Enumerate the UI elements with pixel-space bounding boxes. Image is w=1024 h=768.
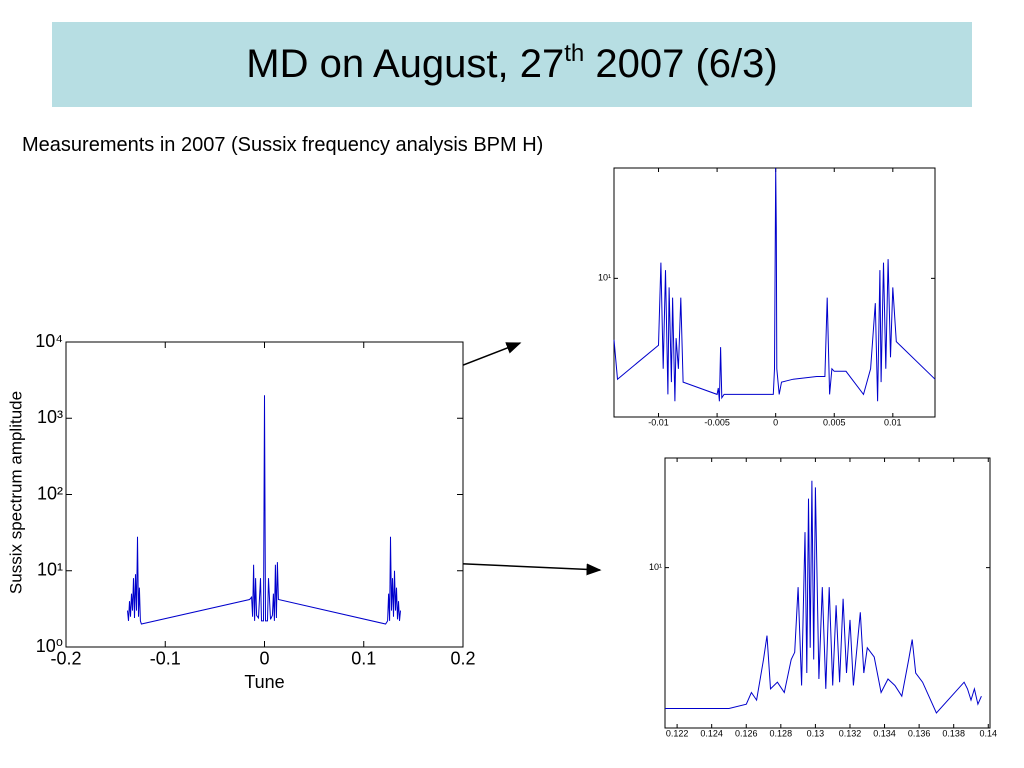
y-tick-label: 10¹ [598, 273, 611, 283]
x-tick-label: 0.01 [884, 418, 902, 428]
x-tick-label: 0.132 [839, 729, 862, 739]
y-tick-label: 10² [37, 483, 63, 503]
x-tick-label: 0.13 [807, 729, 825, 739]
spectrum-line [613, 167, 936, 402]
x-tick-label: -0.005 [704, 418, 730, 428]
subtitle: Measurements in 2007 (Sussix frequency a… [22, 134, 544, 156]
spectrum-line [127, 395, 401, 625]
x-tick-label: 0.136 [908, 729, 931, 739]
y-tick-label: 10⁰ [36, 636, 63, 656]
x-tick-label: 0.122 [666, 729, 689, 739]
y-tick-label: 10¹ [649, 562, 662, 572]
x-axis-label: Tune [244, 672, 284, 692]
y-axis-label: Sussix spectrum amplitude [6, 391, 25, 594]
x-tick-label: 0.2 [450, 648, 475, 668]
y-tick-label: 10⁴ [35, 331, 63, 351]
x-tick-label: 0.005 [823, 418, 846, 428]
spectrum-line [665, 480, 982, 714]
x-tick-label: 0.128 [770, 729, 793, 739]
title-box: MD on August, 27th 2007 (6/3) [52, 22, 972, 107]
x-tick-label: -0.2 [50, 648, 81, 668]
title-text: MD on August, 27 [246, 42, 565, 86]
x-tick-label: 0.124 [700, 729, 723, 739]
x-tick-label: 0.14 [980, 729, 998, 739]
title-superscript: th [564, 40, 585, 67]
x-tick-label: -0.1 [150, 648, 181, 668]
y-tick-label: 10¹ [37, 560, 63, 580]
x-tick-label: 0.138 [942, 729, 965, 739]
x-tick-label: 0 [773, 418, 778, 428]
x-tick-label: 0 [259, 648, 269, 668]
y-tick-label: 10³ [37, 407, 63, 427]
plot-frame [664, 457, 991, 729]
title-text: 2007 (6/3) [584, 42, 778, 86]
x-tick-label: 0.134 [873, 729, 896, 739]
title: MD on August, 27th 2007 (6/3) [246, 42, 777, 87]
x-tick-label: 0.126 [735, 729, 758, 739]
x-tick-label: -0.01 [648, 418, 669, 428]
x-tick-label: 0.1 [351, 648, 376, 668]
